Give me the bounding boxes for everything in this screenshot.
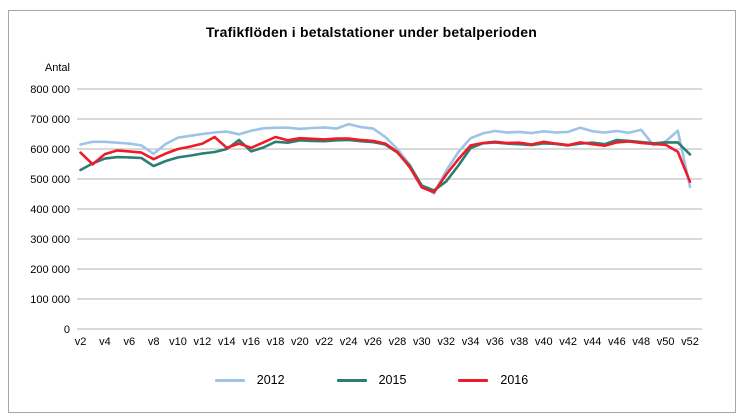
data-series-lines	[79, 122, 692, 195]
x-tick-label-v36: v36	[486, 336, 504, 348]
legend-label-2015: 2015	[378, 373, 407, 387]
y-tick-label: 200 000	[30, 264, 70, 276]
legend-item-2012: 2012	[214, 373, 285, 387]
legend-item-2016: 2016	[458, 373, 528, 387]
chart-frame-border	[8, 10, 736, 413]
x-axis-tick-labels: v2 v4 v6 v8 v10 v12 v14 v16 v18 v20 v22 v24 v26 v28 v3…	[75, 336, 699, 348]
y-tick-label: 500 000	[30, 174, 70, 186]
y-tick-label: 400 000	[30, 204, 70, 216]
y-tick-label: 600 000	[30, 144, 70, 156]
x-tick-label-v26: v26	[364, 336, 382, 348]
x-tick-label-v28: v28	[389, 336, 407, 348]
x-tick-label-v50: v50	[657, 336, 675, 348]
x-tick-label-v16: v16	[242, 336, 260, 348]
x-tick-label-v32: v32	[437, 336, 455, 348]
legend-item-2015: 2015	[336, 373, 407, 387]
x-tick-label-v8: v8	[148, 336, 160, 348]
x-tick-label-v18: v18	[267, 336, 285, 348]
x-tick-label-v22: v22	[315, 336, 333, 348]
y-tick-label: 700 000	[30, 114, 70, 126]
chart-legend: 2012 2015 2016	[0, 373, 743, 387]
y-tick-label: 800 000	[30, 84, 70, 96]
x-tick-label-v52: v52	[681, 336, 699, 348]
x-tick-label-v10: v10	[169, 336, 187, 348]
x-tick-label-v34: v34	[462, 336, 480, 348]
legend-swatch-2016	[458, 378, 489, 382]
x-tick-label-v6: v6	[123, 336, 135, 348]
series-line-2016	[79, 135, 692, 194]
x-tick-label-v38: v38	[510, 336, 528, 348]
x-tick-label-v40: v40	[535, 336, 553, 348]
x-tick-label-v20: v20	[291, 336, 309, 348]
legend-swatch-2015	[336, 378, 367, 382]
y-tick-label: 100 000	[30, 294, 70, 306]
y-axis-unit-label: Antal	[45, 62, 70, 74]
series-line-2012	[79, 122, 692, 195]
x-tick-label-v12: v12	[194, 336, 212, 348]
horizontal-gridlines	[77, 88, 702, 330]
y-tick-label: 300 000	[30, 234, 70, 246]
x-tick-label-v30: v30	[413, 336, 431, 348]
legend-swatch-2012	[214, 378, 245, 382]
series-line-2015	[79, 138, 692, 192]
x-tick-label-v2: v2	[75, 336, 87, 348]
x-tick-label-v48: v48	[632, 336, 650, 348]
x-tick-label-v46: v46	[608, 336, 626, 348]
y-axis-tick-labels: 800 000 700 000 600 000 500 000 400 000 300 0…	[30, 84, 70, 336]
x-tick-label-v4: v4	[99, 336, 111, 348]
x-tick-label-v42: v42	[559, 336, 577, 348]
chart-title: Trafikflöden i betalstationer under beta…	[205, 24, 538, 40]
y-tick-label: 0	[64, 324, 70, 336]
legend-label-2016: 2016	[500, 373, 529, 387]
x-tick-label-v14: v14	[218, 336, 236, 348]
x-tick-label-v44: v44	[584, 336, 602, 348]
x-tick-label-v24: v24	[340, 336, 358, 348]
legend-label-2012: 2012	[256, 373, 285, 387]
